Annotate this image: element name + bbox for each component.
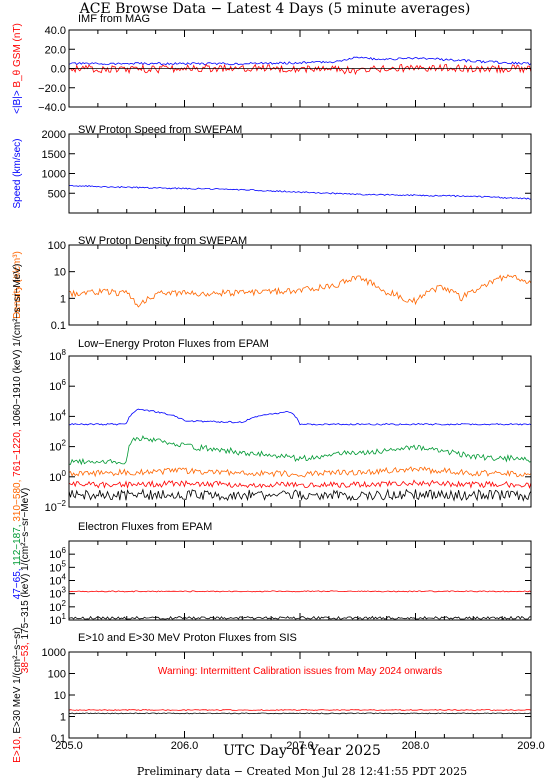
y-axis-label-part: 38−53,	[20, 642, 31, 673]
y-tick-label: 100	[48, 669, 66, 681]
y-tick-label: 10	[54, 267, 66, 279]
y-tick-label: 0.1	[51, 733, 66, 745]
y-axis-label-part: E>30 MeV	[12, 686, 23, 736]
panel-4: Low−Energy Proton Fluxes from EPAM 108 106…	[12, 264, 532, 600]
panel-title: IMF from MAG	[78, 13, 150, 25]
y-axis-label-part: 1/(cm²−s−sr−MeV)	[12, 264, 23, 350]
x-tick-label: 205.0	[55, 740, 83, 752]
plot-frame	[68, 651, 532, 739]
y-axis-label-part: E>10,	[12, 736, 23, 762]
y-axis-label-part: 310−580,	[12, 480, 23, 525]
y-axis-label-part: Speed (km/sec)	[12, 138, 23, 208]
y-tick-label: −20.0	[38, 83, 66, 95]
series-line-38-53	[68, 590, 532, 593]
panels: IMF from MAG 40.0 20.0 0.0 −20.0 −40.0 <|B|> B…	[12, 13, 545, 763]
series-line-orange	[68, 274, 532, 308]
y-axis-label-part: 47−65,	[12, 568, 23, 599]
panel-title: SW Proton Speed from SWEPAM	[78, 124, 242, 136]
y-tick-label: 10	[54, 690, 66, 702]
series-line-blue	[68, 184, 532, 200]
y-tick-label: 106	[49, 378, 66, 393]
y-tick-label: 1500	[42, 149, 66, 161]
y-tick-label: 10−2	[45, 499, 67, 514]
plot-frame	[68, 244, 532, 326]
x-tick-label: 208.0	[402, 740, 430, 752]
y-tick-label: 100	[49, 469, 66, 484]
series-line-47-65	[68, 408, 532, 426]
series-line-761-1220	[68, 479, 532, 490]
y-tick-label: 100	[48, 240, 66, 252]
series-line-e-10	[68, 709, 532, 711]
y-axis-label: Density (#/cm³)	[12, 251, 23, 319]
y-tick-label: 101	[49, 612, 66, 627]
y-axis-label-part: 112−187,	[12, 524, 23, 568]
panel-title: E>10 and E>30 MeV Proton Fluxes from SIS	[78, 632, 297, 644]
x-tick-label: 209.0	[517, 740, 545, 752]
y-tick-label: 0.0	[51, 64, 66, 76]
y-tick-label: 1000	[42, 647, 66, 659]
y-tick-label: 40.0	[45, 25, 66, 37]
y-axis-label: <|B|> B_θ GSM (nT)	[12, 23, 23, 114]
y-tick-label: 1	[60, 712, 66, 724]
panel-1: IMF from MAG 40.0 20.0 0.0 −20.0 −40.0 <|B|> B…	[12, 13, 532, 114]
panel-title: SW Proton Density from SWEPAM	[78, 235, 247, 247]
y-axis-label: 38−53, 175−315 (keV) 1/(cm²−s−sr−MeV)	[20, 488, 31, 673]
y-tick-label: 20.0	[45, 44, 66, 56]
y-axis-label-part: 175−315 (keV)	[20, 574, 31, 643]
y-axis-label-part: <|B|>	[12, 90, 23, 114]
series-line-blue	[68, 56, 532, 66]
panel-3: SW Proton Density from SWEPAM 100 10 1 0.1 De…	[12, 235, 532, 332]
series-line-310-580	[68, 466, 532, 478]
calibration-warning: Warning: Intermittent Calibration issues…	[158, 666, 442, 677]
y-axis-label: 47−65, 112−187, 310−580, 761−1220, 1060−…	[12, 264, 23, 600]
plot-frame	[68, 540, 532, 621]
panel-5: Electron Fluxes from EPAM106105104103102…	[20, 488, 532, 673]
x-tick-label: 206.0	[171, 740, 199, 752]
y-axis-label-part: Density (#/cm³)	[12, 251, 23, 319]
panel-6: E>10 and E>30 MeV Proton Fluxes from SIS…	[12, 627, 532, 763]
y-tick-label: −40.0	[38, 102, 66, 114]
page-title: ACE Browse Data − Latest 4 Days (5 minut…	[79, 1, 471, 17]
x-tick-label: 207.0	[286, 740, 314, 752]
y-axis-label-part: 1/(cm²−s−sr−MeV)	[20, 488, 31, 574]
y-axis-label-part: 1/(cm²−s−sr)	[12, 627, 23, 686]
y-tick-label: 0.1	[51, 320, 66, 332]
x-axis-label: UTC Day of Year 2025	[223, 743, 381, 759]
y-axis-label-part: 761−1220,	[12, 429, 23, 479]
footer-note: Preliminary data − Created Mon Jul 28 12…	[137, 765, 467, 778]
y-axis-label-part: B_θ GSM (nT)	[12, 23, 23, 90]
panel-2: SW Proton Speed from SWEPAM 2000 1500 1000 5…	[12, 124, 532, 214]
y-tick-label: 1	[60, 293, 66, 305]
panel-title: Low−Energy Proton Fluxes from EPAM	[78, 338, 269, 350]
series-line-112-187	[68, 435, 532, 466]
y-axis-label-part: 1060−1910 (keV)	[12, 350, 23, 430]
y-tick-label: 1000	[42, 169, 66, 181]
series-line-red	[68, 63, 532, 76]
series-line-e-30	[68, 712, 532, 715]
y-axis-label: Speed (km/sec)	[12, 138, 23, 208]
y-tick-label: 2000	[42, 129, 66, 141]
y-tick-label: 108	[49, 348, 66, 363]
series-line-1060-1910	[68, 488, 532, 502]
y-tick-label: 500	[48, 188, 66, 200]
panel-title: Electron Fluxes from EPAM	[78, 521, 212, 533]
y-tick-label: 102	[49, 439, 66, 454]
y-axis-label: E>10, E>30 MeV 1/(cm²−s−sr)	[12, 627, 23, 763]
y-tick-label: 104	[49, 408, 66, 423]
plot-frame	[68, 133, 532, 214]
